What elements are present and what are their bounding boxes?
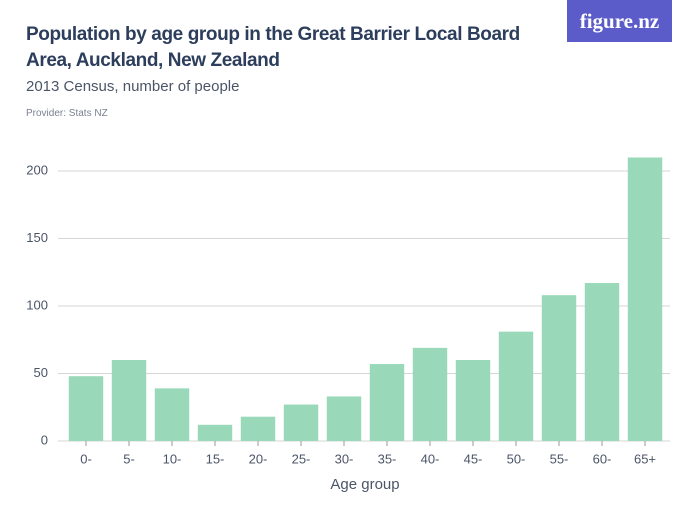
bar <box>455 360 491 441</box>
bar <box>369 364 405 441</box>
chart-subtitle: 2013 Census, number of people <box>26 78 240 95</box>
bar <box>240 416 276 441</box>
x-tick-label: 60- <box>593 451 612 466</box>
x-tick-label: 25- <box>292 451 311 466</box>
bar <box>197 424 233 441</box>
chart-title: Population by age group in the Great Bar… <box>26 24 520 71</box>
x-tick-label: 40- <box>421 451 440 466</box>
y-tick-label: 150 <box>26 230 48 245</box>
bar <box>68 376 104 441</box>
x-tick-label: 45- <box>464 451 483 466</box>
bar <box>584 283 620 441</box>
x-tick-label: 30- <box>335 451 354 466</box>
bar <box>326 396 362 441</box>
x-tick-label: 35- <box>378 451 397 466</box>
x-tick-label: 65+ <box>634 451 656 466</box>
x-tick-label: 15- <box>206 451 225 466</box>
y-tick-label: 50 <box>34 365 48 380</box>
bar <box>412 347 448 441</box>
x-tick-label: 0- <box>80 451 92 466</box>
bar <box>154 388 190 441</box>
bar <box>627 157 663 441</box>
x-tick-label: 50- <box>507 451 526 466</box>
y-tick-label: 100 <box>26 297 48 312</box>
y-tick-label: 200 <box>26 162 48 177</box>
logo[interactable]: figure.nz <box>567 0 672 42</box>
provider: Provider: Stats NZ <box>26 108 108 119</box>
x-tick-label: 5- <box>123 451 135 466</box>
x-tick-label: 20- <box>249 451 268 466</box>
bar <box>283 404 319 441</box>
bar <box>111 360 147 441</box>
x-tick-label: 10- <box>163 451 182 466</box>
x-axis-label: Age group <box>330 476 399 493</box>
y-tick-label: 0 <box>41 432 48 447</box>
x-tick-label: 55- <box>550 451 569 466</box>
bar <box>498 331 534 441</box>
bar <box>541 295 577 441</box>
